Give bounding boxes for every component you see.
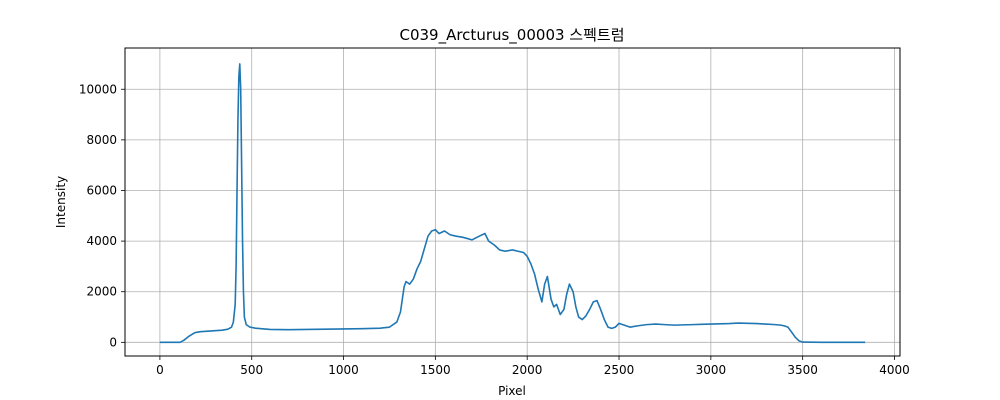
y-tick-label: 0 [109,335,117,349]
axis-ticks: 0 500 1000 1500 2000 2500 3000 3500 4000 0 2000 400… [79,82,910,377]
x-tick-label: 500 [240,363,263,377]
x-tick-label: 4000 [879,363,910,377]
y-tick-label: 4000 [86,234,117,248]
y-tick-label: 6000 [86,183,117,197]
x-tick-label: 2500 [604,363,635,377]
y-tick-label: 10000 [79,82,117,96]
x-tick-label: 1500 [420,363,451,377]
chart-title: C039_Arcturus_00003 스펙트럼 [399,26,624,45]
grid-lines [125,48,900,356]
x-tick-label: 3000 [696,363,727,377]
spectrum-line [159,63,866,344]
x-tick-label: 3500 [787,363,818,377]
y-axis-label: Intensity [54,176,68,228]
x-tick-label: 1000 [328,363,359,377]
plot-frame [124,47,901,357]
x-tick-label: 2000 [512,363,543,377]
y-tick-label: 8000 [86,133,117,147]
y-tick-label: 2000 [86,285,117,299]
series-layer [159,63,866,344]
plot-area [125,48,900,356]
x-tick-label: 0 [156,363,164,377]
x-axis-label: Pixel [498,384,526,398]
